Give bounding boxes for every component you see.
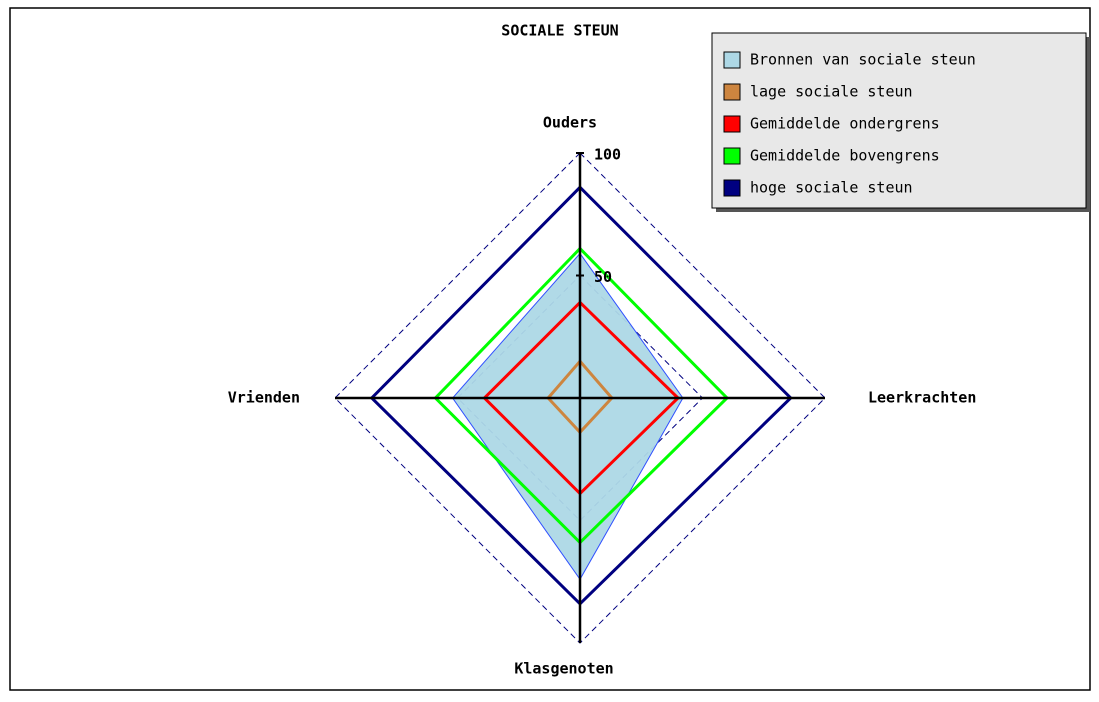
grid-line xyxy=(456,274,704,522)
legend-label: Bronnen van sociale steun xyxy=(750,51,976,69)
category-label: Ouders xyxy=(543,114,597,132)
legend-label: hoge sociale steun xyxy=(750,179,913,197)
r-tick-label: 100 xyxy=(594,146,621,164)
category-label: Vrienden xyxy=(228,389,300,407)
legend-label: Gemiddelde ondergrens xyxy=(750,115,940,133)
chart-title: SOCIALE STEUN xyxy=(501,22,618,40)
legend-swatch xyxy=(723,147,741,165)
legend-swatch xyxy=(723,51,741,69)
legend-box xyxy=(711,32,1087,209)
r-tick-label: 50 xyxy=(594,268,612,286)
legend-swatch xyxy=(723,179,741,197)
legend-swatch xyxy=(723,115,741,133)
category-label: Leerkrachten xyxy=(868,389,976,407)
legend-label: lage sociale steun xyxy=(750,83,913,101)
category-label: Klasgenoten xyxy=(514,660,613,678)
legend-label: Gemiddelde bovengrens xyxy=(750,147,940,165)
legend-swatch xyxy=(723,83,741,101)
